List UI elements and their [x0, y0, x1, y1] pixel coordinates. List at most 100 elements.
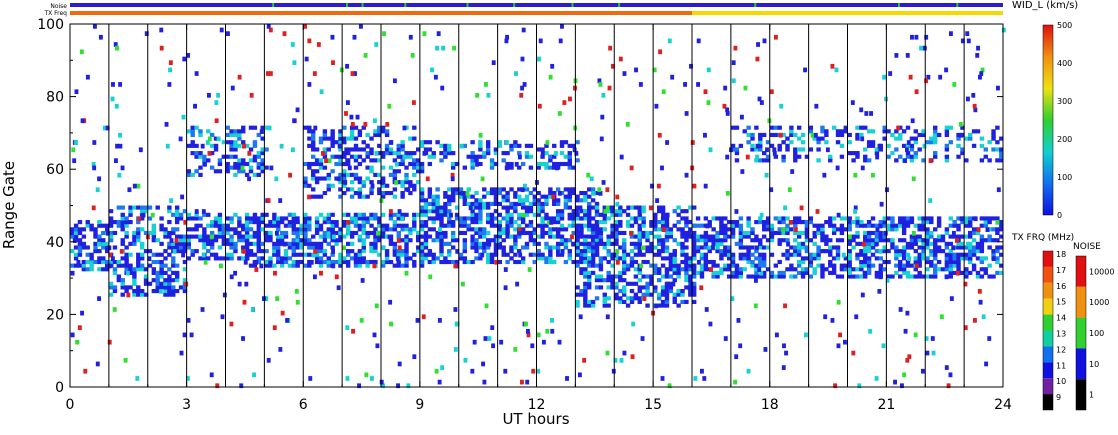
- scatter-noise-cell: [264, 296, 269, 301]
- scatter-noise-cell: [517, 154, 522, 160]
- scatter-cell: [948, 216, 953, 221]
- y-tick-label: 100: [37, 17, 64, 33]
- scatter-cell: [435, 212, 440, 217]
- scatter-cell: [933, 267, 938, 272]
- scatter-cell: [948, 270, 953, 275]
- width-colorbar-tick: 400: [1057, 59, 1072, 68]
- scatter-cell: [159, 227, 164, 232]
- scatter-cell: [719, 223, 724, 228]
- scatter-cell: [342, 161, 347, 167]
- scatter-cell: [769, 125, 775, 130]
- scatter-cell: [567, 198, 572, 203]
- scatter-noise-cell: [670, 74, 675, 80]
- scatter-cell: [828, 252, 833, 257]
- scatter-cell: [404, 151, 409, 156]
- scatter-cell: [489, 252, 495, 257]
- scatter-cell: [244, 245, 250, 250]
- scatter-cell: [524, 223, 530, 228]
- scatter-cell: [493, 198, 499, 203]
- scatter-cell: [738, 230, 744, 236]
- scatter-cell: [524, 230, 530, 236]
- scatter-cell: [645, 288, 650, 294]
- scatter-cell: [610, 241, 615, 246]
- scatter-cell: [478, 220, 483, 225]
- scatter-cell: [746, 274, 751, 279]
- scatter-cell: [859, 125, 864, 130]
- scatter-cell: [971, 249, 977, 254]
- scatter-cell: [248, 241, 254, 246]
- scatter-noise-cell: [186, 53, 191, 58]
- scatter-cell: [831, 125, 837, 130]
- scatter-cell: [983, 267, 988, 272]
- scatter-cell: [381, 154, 386, 159]
- scatter-cell: [377, 223, 382, 228]
- scatter-cell: [874, 230, 880, 236]
- scatter-cell: [901, 252, 907, 257]
- scatter-cell: [326, 176, 331, 181]
- scatter-noise-cell: [312, 274, 317, 280]
- scatter-cell: [307, 129, 312, 134]
- scatter-cell: [186, 234, 192, 239]
- scatter-cell: [346, 263, 351, 268]
- scatter-cell: [754, 238, 759, 243]
- scatter-noise-cell: [304, 56, 309, 62]
- scatter-cell: [544, 216, 549, 221]
- scatter-noise-cell: [454, 321, 459, 327]
- scatter-noise-cell: [382, 31, 386, 36]
- scatter-cell: [622, 256, 627, 261]
- scatter-cell: [692, 230, 697, 236]
- scatter-cell: [796, 136, 802, 141]
- scatter-cell: [781, 216, 786, 221]
- tx-freq-colorbar-frame: [1042, 250, 1054, 411]
- scatter-cell: [466, 187, 471, 192]
- scatter-cell: [174, 245, 180, 250]
- scatter-cell: [754, 256, 759, 261]
- scatter-cell: [276, 216, 281, 221]
- scatter-cell: [244, 234, 250, 239]
- scatter-cell: [233, 230, 238, 236]
- scatter-cell: [291, 252, 296, 257]
- scatter-cell: [715, 234, 720, 239]
- scatter-cell: [493, 151, 499, 156]
- scatter-noise-cell: [519, 92, 524, 98]
- scatter-cell: [828, 245, 833, 250]
- scatter-cell: [357, 227, 363, 232]
- scatter-cell: [979, 249, 985, 254]
- scatter-noise-cell: [113, 158, 118, 164]
- scatter-cell: [629, 241, 635, 246]
- scatter-cell: [944, 129, 950, 134]
- scatter-cell: [870, 245, 876, 250]
- scatter-cell: [478, 212, 483, 217]
- scatter-noise-cell: [336, 176, 341, 182]
- scatter-cell: [427, 187, 433, 192]
- scatter-cell: [707, 220, 712, 225]
- scatter-cell: [625, 223, 631, 228]
- scatter-cell: [357, 256, 363, 261]
- scatter-cell: [357, 194, 363, 199]
- scatter-cell: [855, 241, 860, 246]
- scatter-cell: [843, 267, 848, 272]
- scatter-cell: [758, 256, 763, 261]
- scatter-noise-cell: [308, 376, 313, 381]
- scatter-cell: [676, 227, 681, 232]
- scatter-cell: [171, 288, 176, 294]
- scatter-cell: [217, 245, 223, 250]
- scatter-cell: [396, 263, 401, 268]
- scatter-cell: [575, 241, 580, 246]
- scatter-noise-cell: [622, 288, 627, 294]
- scatter-cell: [808, 129, 814, 134]
- scatter-noise-cell: [118, 143, 123, 149]
- scatter-cell: [901, 143, 907, 148]
- scatter-cell: [194, 143, 199, 148]
- scatter-cell: [649, 230, 654, 236]
- scatter-noise-cell: [434, 368, 439, 374]
- scatter-noise-cell: [229, 321, 234, 327]
- scatter-cell: [439, 151, 444, 156]
- scatter-cell: [186, 245, 192, 250]
- scatter-noise-cell: [181, 252, 186, 258]
- scatter-cell: [377, 190, 382, 196]
- scatter-cell: [583, 303, 588, 308]
- scatter-cell: [796, 147, 802, 152]
- scatter-cell: [956, 132, 961, 138]
- scatter-cell: [913, 267, 918, 272]
